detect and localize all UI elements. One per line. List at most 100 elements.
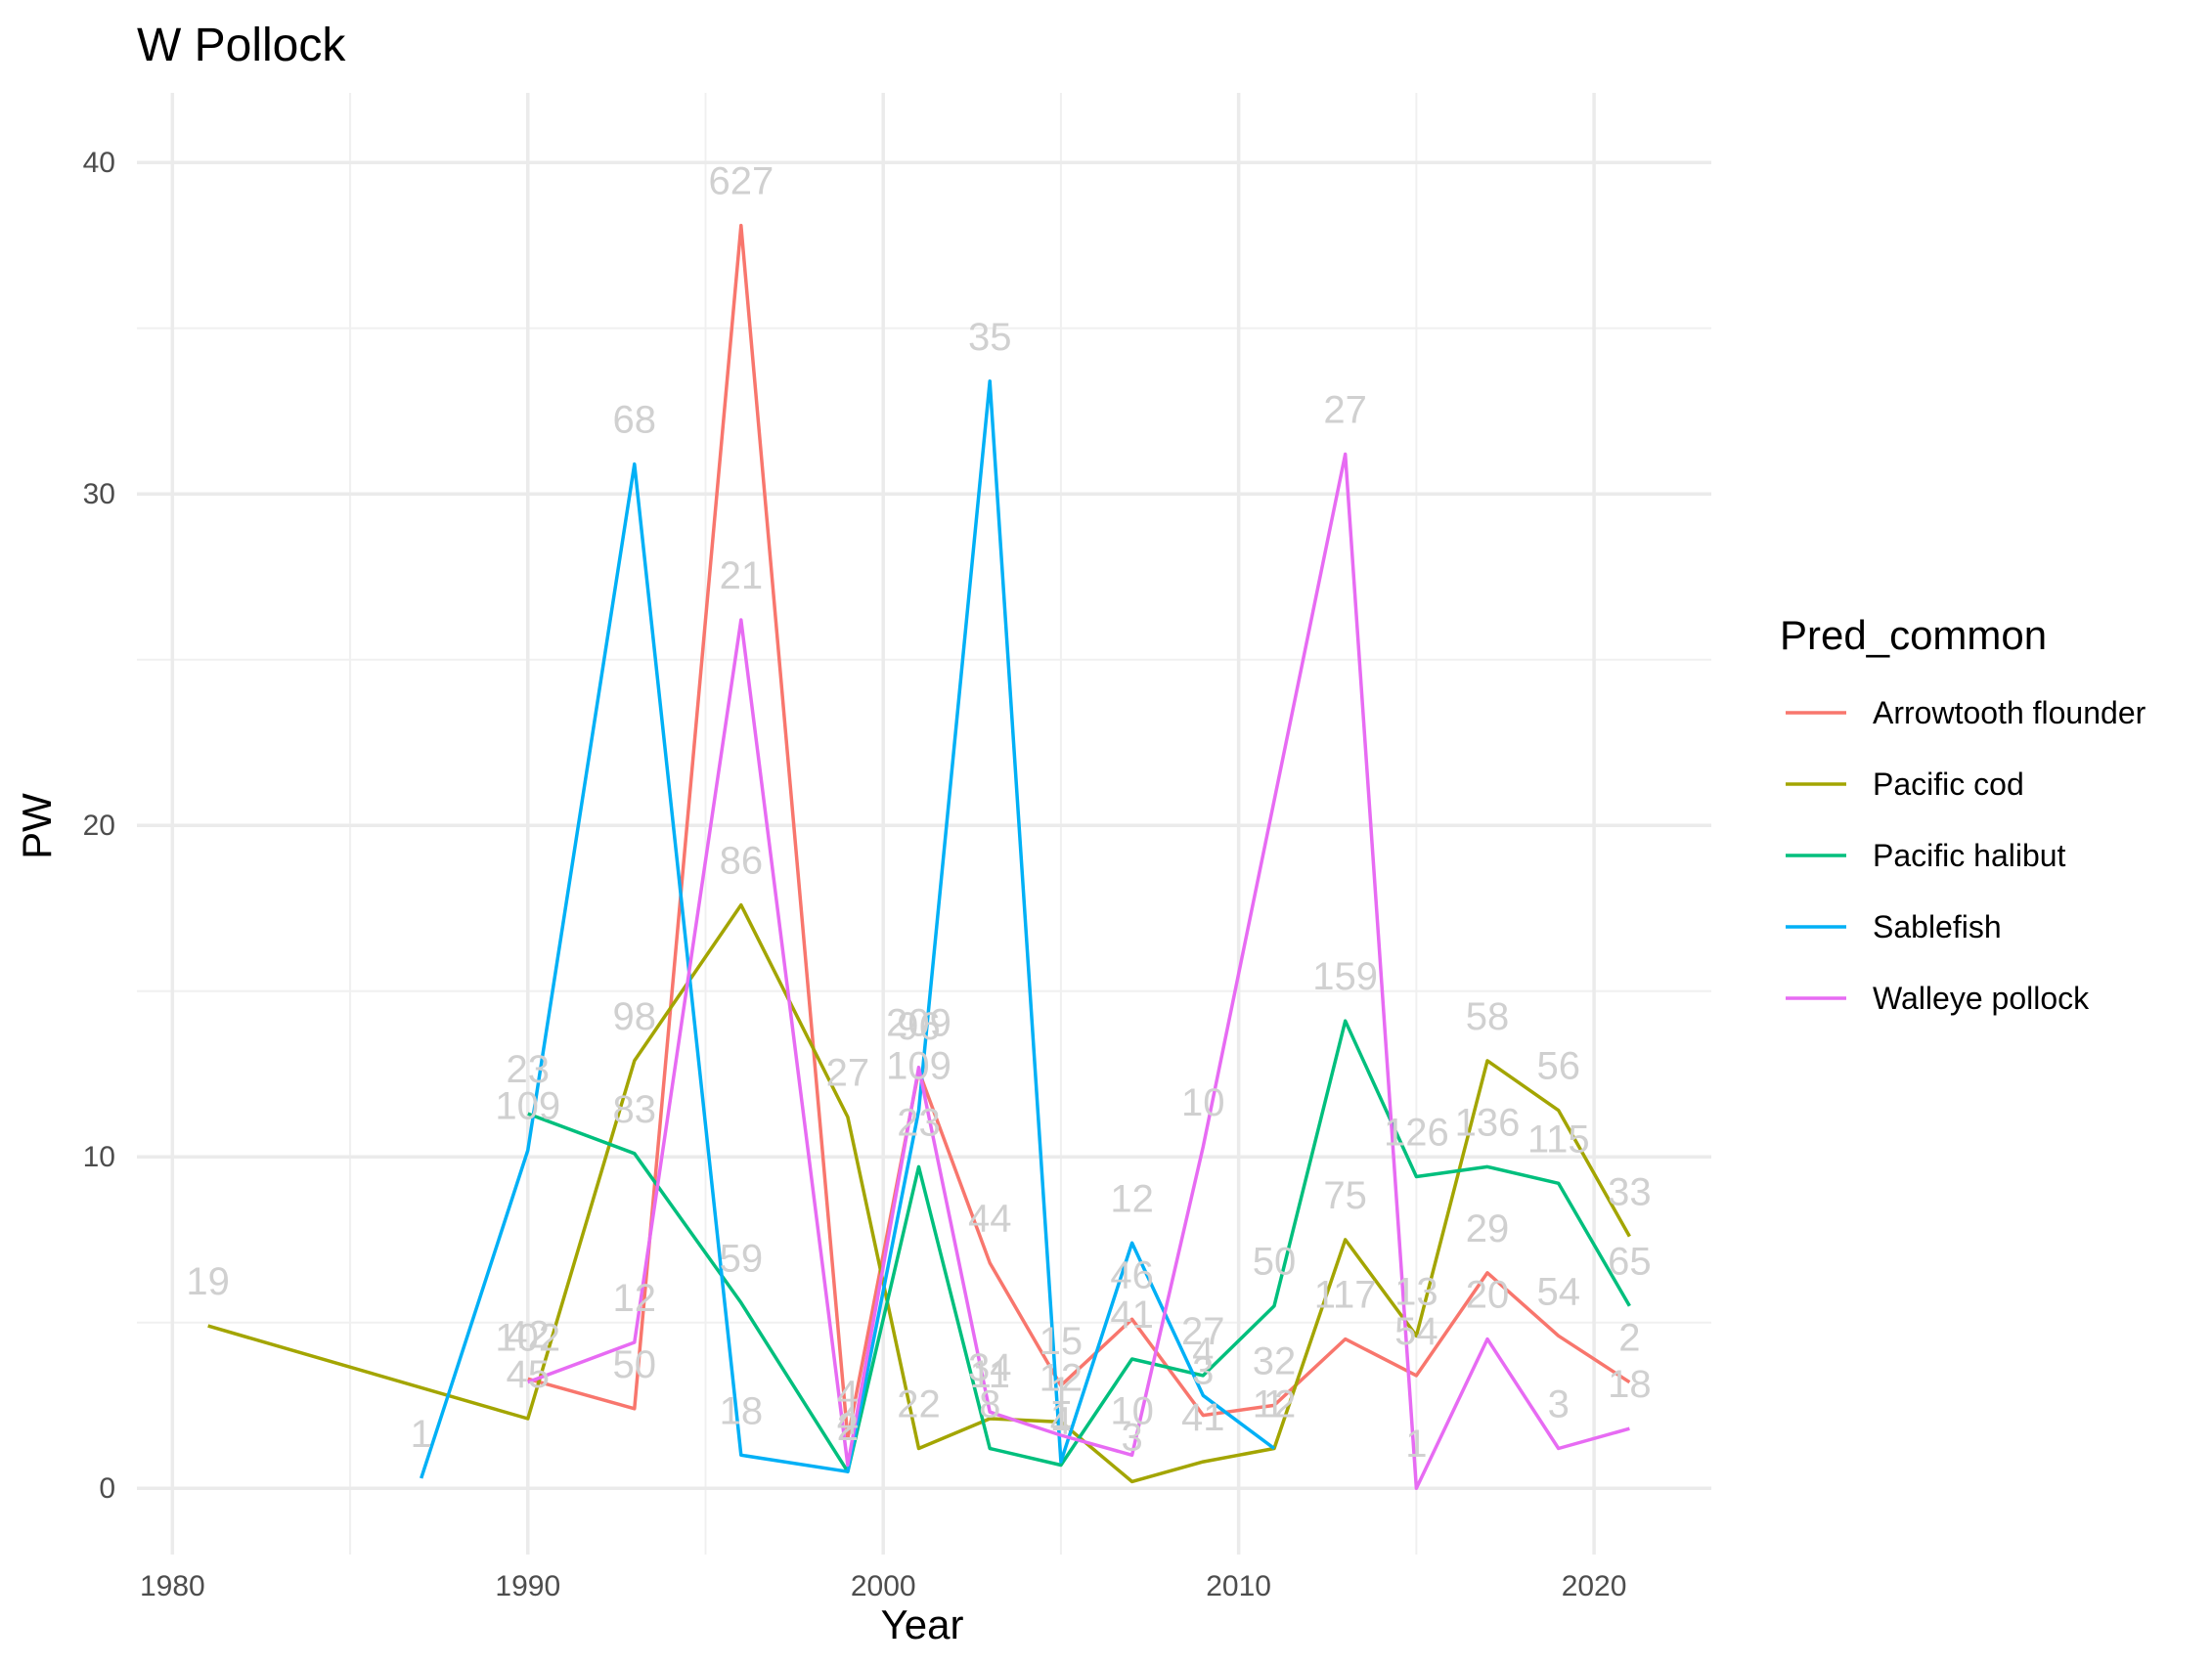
- count-label: 12: [1110, 1177, 1154, 1220]
- y-tick-labels: 0 10 20 30 40: [83, 147, 115, 1505]
- count-label: 4: [1192, 1330, 1214, 1373]
- x-tick-labels: 1980 1990 2000 2010 2020: [140, 1570, 1626, 1602]
- count-label: 20: [1466, 1274, 1510, 1317]
- y-tick-label: 40: [83, 147, 115, 179]
- count-label: 2: [1618, 1317, 1640, 1360]
- count-label: 3: [1192, 1350, 1214, 1393]
- count-label: 54: [1394, 1310, 1438, 1353]
- legend: Pred_common Arrowtooth flounder Pacific c…: [1780, 612, 2146, 1016]
- count-label: 12: [1040, 1356, 1084, 1399]
- series-line: [527, 452, 1630, 1490]
- x-tick-label: 2020: [1562, 1570, 1627, 1602]
- series-lines: [207, 223, 1631, 1490]
- legend-title: Pred_common: [1780, 612, 2047, 658]
- y-tick-label: 20: [83, 810, 115, 842]
- count-label: 1: [1405, 1423, 1427, 1466]
- count-label: 46: [1110, 1253, 1154, 1296]
- count-label: 12: [1253, 1383, 1297, 1426]
- count-label: 2: [837, 1406, 859, 1449]
- count-label: 41: [1181, 1396, 1225, 1439]
- count-label: 13: [1394, 1270, 1438, 1313]
- count-label: 41: [1110, 1293, 1154, 1337]
- count-label: 59: [720, 1237, 764, 1280]
- y-tick-label: 30: [83, 478, 115, 510]
- count-label: 32: [1253, 1339, 1297, 1382]
- series-line: [420, 379, 1276, 1479]
- count-label: 2: [837, 1406, 859, 1449]
- count-label: 4: [837, 1373, 859, 1416]
- count-label: 1: [1050, 1370, 1072, 1413]
- chart-title: W Pollock: [137, 20, 346, 71]
- count-label: 29: [1466, 1207, 1510, 1250]
- x-tick-label: 2000: [851, 1570, 916, 1602]
- count-label: 15: [1040, 1320, 1084, 1363]
- count-label: 126: [1384, 1112, 1449, 1155]
- count-label: 34: [968, 1346, 1012, 1389]
- count-label: 115: [1527, 1118, 1590, 1161]
- count-label: 27: [1323, 389, 1367, 432]
- count-label: 3: [1548, 1383, 1570, 1426]
- count-label: 86: [720, 840, 764, 883]
- y-tick-label: 10: [83, 1141, 115, 1173]
- count-label: 1: [411, 1413, 432, 1456]
- count-label: 98: [613, 995, 657, 1038]
- count-label: 96: [897, 1005, 941, 1048]
- count-label: 159: [1312, 955, 1378, 998]
- legend-label: Pacific halibut: [1873, 838, 2066, 873]
- x-tick-label: 1990: [495, 1570, 560, 1602]
- count-label: 627: [708, 160, 774, 203]
- count-label: 58: [1466, 995, 1510, 1038]
- grid: [137, 93, 1711, 1555]
- count-label: 18: [1608, 1363, 1652, 1406]
- count-label: 50: [613, 1343, 657, 1386]
- count-label: 50: [1253, 1241, 1297, 1284]
- count-label: 18: [720, 1389, 764, 1432]
- count-label: 33: [1608, 1171, 1652, 1214]
- count-label: 21: [720, 554, 764, 597]
- count-label: 44: [968, 1198, 1012, 1241]
- y-axis-title: PW: [14, 793, 60, 859]
- count-label: 23: [897, 1101, 941, 1144]
- count-label: 35: [968, 316, 1012, 359]
- count-label: 42: [507, 1313, 551, 1356]
- count-label: 22: [897, 1383, 941, 1426]
- legend-label: Sablefish: [1873, 909, 2002, 944]
- count-label: 54: [1536, 1270, 1580, 1313]
- count-label: 4: [837, 1399, 859, 1442]
- count-label: 209: [886, 1002, 951, 1045]
- count-label: 75: [1323, 1174, 1367, 1217]
- legend-label: Walleye pollock: [1873, 981, 2090, 1016]
- count-label: 83: [613, 1088, 657, 1131]
- x-axis-title: Year: [881, 1601, 964, 1647]
- count-label: 27: [826, 1052, 870, 1095]
- count-label: 65: [1608, 1241, 1652, 1284]
- x-tick-label: 1980: [140, 1570, 205, 1602]
- count-label: 102: [495, 1317, 560, 1360]
- count-label: 68: [613, 399, 657, 442]
- count-label: 27: [1181, 1310, 1225, 1353]
- legend-label: Pacific cod: [1873, 767, 2024, 802]
- count-label: 56: [1536, 1045, 1580, 1088]
- count-label: 8: [979, 1383, 1000, 1426]
- count-label: 3: [1121, 1416, 1142, 1459]
- y-tick-label: 0: [99, 1472, 115, 1505]
- count-label: 10: [1181, 1081, 1225, 1124]
- count-label: 45: [507, 1353, 551, 1396]
- count-label: 23: [507, 1048, 551, 1091]
- count-label: 12: [613, 1277, 657, 1320]
- count-label: 1: [1263, 1383, 1285, 1426]
- count-label: 109: [495, 1084, 560, 1127]
- count-label: 136: [1455, 1101, 1521, 1144]
- legend-label: Arrowtooth flounder: [1873, 695, 2146, 730]
- count-label: 4: [1050, 1399, 1072, 1442]
- series-line: [527, 223, 1631, 1441]
- x-tick-label: 2010: [1206, 1570, 1271, 1602]
- count-label: 19: [186, 1260, 230, 1303]
- series-line: [527, 1019, 1631, 1473]
- count-label: 117: [1314, 1274, 1377, 1317]
- count-label: 10: [1110, 1389, 1154, 1432]
- count-label: 1: [1050, 1396, 1072, 1439]
- count-label: 109: [886, 1045, 951, 1088]
